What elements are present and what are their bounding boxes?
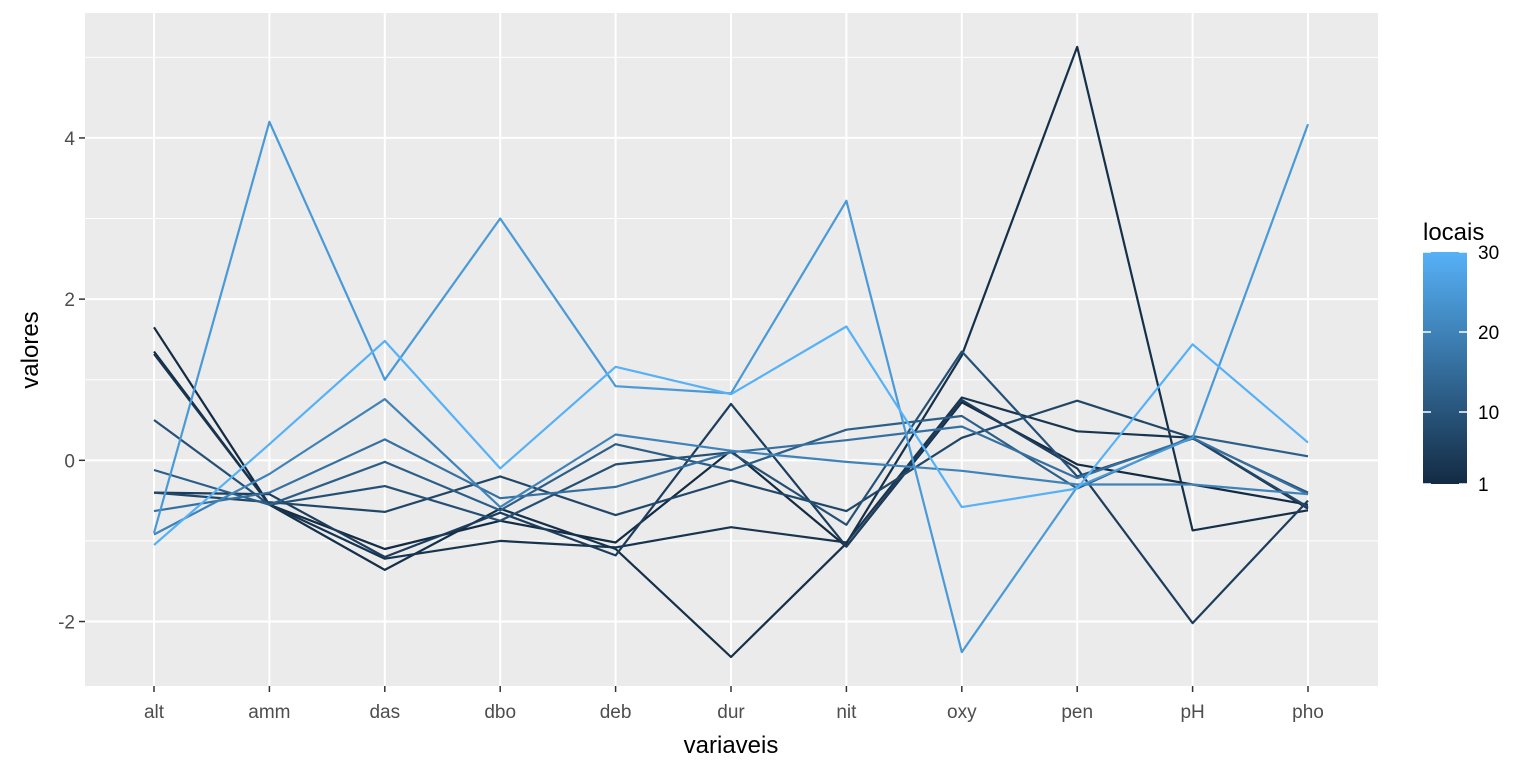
x-tick-label: nit — [836, 702, 857, 723]
legend-tick-label: 10 — [1478, 403, 1499, 424]
legend-title: locais — [1423, 219, 1484, 246]
series-line — [153, 399, 1309, 517]
x-axis: alt amm das dbo deb dur nit oxy pen pH pho — [144, 686, 1324, 723]
x-tick-label: oxy — [947, 702, 977, 723]
x-tick-label: alt — [144, 702, 165, 723]
x-tick-label: pH — [1180, 702, 1204, 723]
legend-tick-label: 30 — [1478, 243, 1499, 264]
legend-tick-label: 1 — [1478, 475, 1489, 496]
y-tick-label: -2 — [58, 613, 75, 634]
grid-major — [85, 13, 1378, 686]
legend-colorbar — [1423, 252, 1467, 484]
series-line — [153, 45, 1309, 659]
legend: locais 1 10 20 30 — [1423, 219, 1499, 496]
series-line — [153, 353, 1309, 560]
series-line — [153, 325, 1309, 546]
y-tick-label: 2 — [64, 290, 75, 311]
y-tick-label: 0 — [64, 451, 75, 472]
y-axis-title: valores — [17, 311, 44, 388]
legend-tick-label: 20 — [1478, 323, 1499, 344]
x-tick-label: pho — [1292, 702, 1324, 723]
x-tick-label: deb — [600, 702, 632, 723]
series-line — [153, 398, 1309, 625]
series-layer — [152, 45, 1310, 659]
x-tick-label: pen — [1061, 702, 1093, 723]
y-axis: -2 0 2 4 — [58, 129, 85, 634]
x-axis-title: variaveis — [684, 732, 779, 759]
x-tick-label: dbo — [484, 702, 516, 723]
x-tick-label: amm — [248, 702, 290, 723]
y-tick-label: 4 — [64, 129, 75, 150]
x-tick-label: dur — [717, 702, 745, 723]
x-tick-label: das — [369, 702, 400, 723]
legend-ticks: 1 10 20 30 — [1423, 243, 1499, 496]
series-line — [153, 425, 1309, 513]
series-line — [153, 398, 1309, 536]
